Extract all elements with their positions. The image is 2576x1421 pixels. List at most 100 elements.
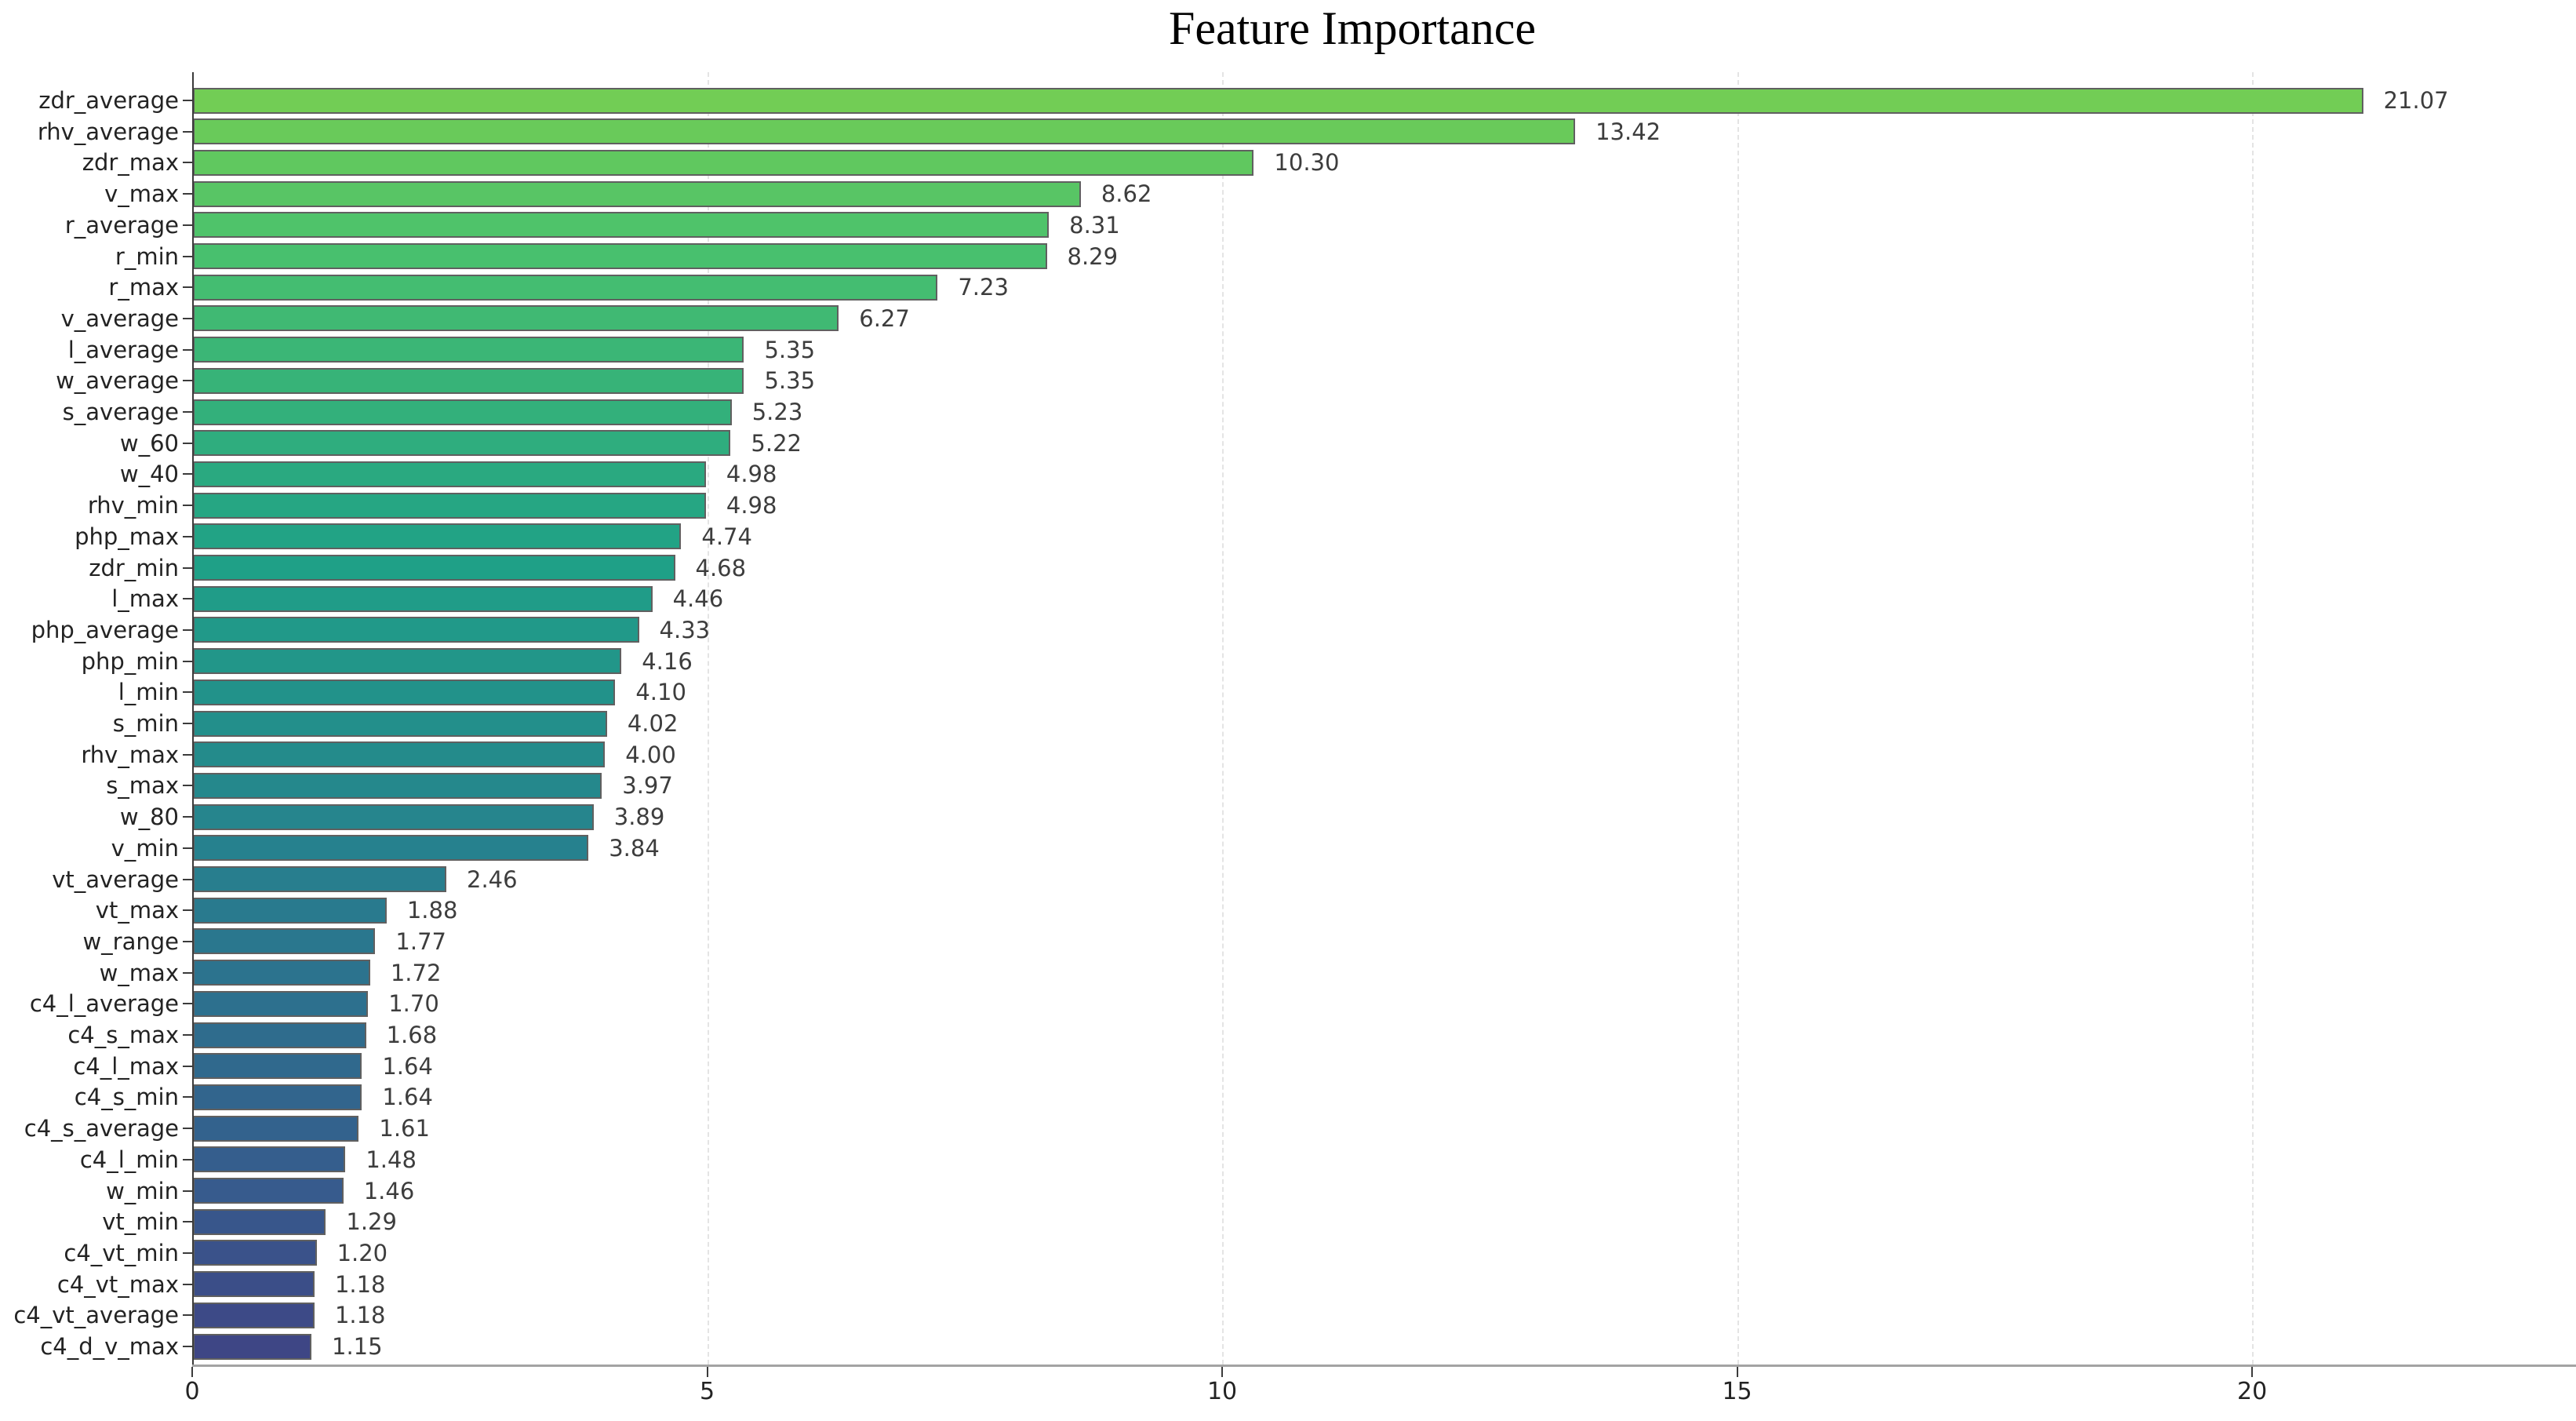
bar-value-label: 2.46 (467, 865, 518, 893)
y-tick-label: vt_min (102, 1208, 179, 1236)
bar-value-label: 8.62 (1101, 180, 1152, 208)
y-tick-label: c4_s_average (24, 1115, 179, 1142)
y-tick-mark (183, 785, 192, 787)
x-tick-label: 0 (184, 1378, 200, 1405)
gridline (2252, 72, 2254, 1365)
y-tick-mark (183, 1096, 192, 1099)
y-tick-label: c4_s_min (74, 1084, 179, 1111)
y-tick-label: w_60 (119, 429, 179, 457)
y-tick-label: rhv_average (37, 118, 179, 145)
y-tick-label: php_max (75, 523, 179, 550)
y-tick-label: php_average (31, 616, 179, 643)
bar (193, 87, 2363, 114)
y-tick-mark (183, 535, 192, 537)
bar-value-label: 1.72 (390, 959, 442, 986)
y-tick-mark (183, 317, 192, 319)
y-tick-mark (183, 224, 192, 226)
y-tick-label: w_average (56, 367, 179, 395)
bar (193, 928, 376, 955)
bar (193, 1178, 344, 1204)
bar-value-label: 4.00 (625, 741, 676, 768)
bar-value-label: 5.23 (751, 399, 803, 425)
bar (193, 274, 938, 301)
y-tick-mark (183, 411, 192, 413)
y-tick-mark (183, 1346, 192, 1347)
bar-value-label: 4.33 (659, 616, 711, 643)
y-tick-mark (183, 878, 192, 880)
bar (193, 897, 387, 924)
y-tick-mark (183, 162, 192, 164)
y-tick-label: c4_s_max (67, 1022, 179, 1048)
x-tick-label: 5 (699, 1378, 715, 1405)
y-tick-mark (183, 753, 192, 756)
x-tick-label: 10 (1206, 1378, 1238, 1405)
gridline (1222, 72, 1224, 1365)
bar (193, 1302, 315, 1328)
y-tick-mark (183, 629, 192, 631)
bar-value-label: 3.84 (609, 834, 660, 862)
bar (193, 149, 1254, 176)
y-tick-label: w_80 (119, 803, 179, 831)
bar (193, 1271, 315, 1298)
bar-value-label: 13.42 (1595, 118, 1661, 145)
bar-value-label: 4.02 (627, 710, 679, 737)
bar-value-label: 1.64 (382, 1052, 433, 1080)
bar-value-label: 4.46 (672, 585, 724, 613)
y-tick-mark (183, 598, 192, 600)
y-tick-mark (183, 442, 192, 444)
bar-value-label: 1.20 (337, 1239, 388, 1266)
y-tick-mark (183, 816, 192, 818)
y-axis-line (192, 72, 194, 1365)
bar-value-label: 4.74 (701, 523, 752, 550)
bar (193, 585, 653, 612)
y-tick-mark (183, 909, 192, 912)
bar-value-label: 1.70 (388, 990, 439, 1018)
bar (193, 1022, 366, 1048)
y-tick-mark (183, 286, 192, 289)
bar (193, 1053, 362, 1080)
y-tick-label: c4_l_min (79, 1146, 179, 1173)
y-tick-label: w_40 (119, 461, 179, 488)
y-tick-label: r_max (108, 274, 179, 301)
bar-value-label: 4.98 (726, 461, 777, 488)
bar-value-label: 1.46 (363, 1177, 415, 1204)
y-tick-label: zdr_average (38, 87, 179, 114)
y-tick-label: w_min (106, 1177, 179, 1204)
y-tick-mark (183, 1158, 192, 1160)
bar (193, 1208, 326, 1235)
bar (193, 710, 607, 737)
bar-value-label: 1.15 (332, 1333, 383, 1360)
y-tick-mark (183, 1065, 192, 1067)
bar-value-label: 1.48 (366, 1146, 417, 1173)
y-tick-mark (183, 1034, 192, 1036)
bar (193, 399, 732, 425)
y-tick-label: c4_vt_average (13, 1302, 179, 1329)
y-tick-label: c4_vt_min (64, 1239, 179, 1266)
bar (193, 617, 639, 643)
bar (193, 648, 622, 675)
y-tick-label: w_max (99, 959, 179, 986)
bar (193, 243, 1047, 269)
bar (193, 212, 1050, 239)
y-tick-mark (183, 348, 192, 351)
y-tick-mark (183, 1283, 192, 1285)
bar (193, 305, 839, 332)
y-tick-label: zdr_min (89, 554, 179, 581)
bar-value-label: 5.35 (764, 336, 816, 363)
bar (193, 337, 744, 363)
bar (193, 990, 369, 1017)
bar (193, 835, 589, 862)
y-tick-label: w_range (82, 927, 179, 955)
y-tick-label: rhv_min (87, 492, 179, 519)
bar-value-label: 6.27 (859, 304, 910, 332)
gridline (707, 72, 709, 1365)
y-tick-label: s_min (112, 710, 179, 737)
bar (193, 555, 675, 581)
y-tick-label: v_average (60, 304, 179, 332)
bar-value-label: 7.23 (958, 274, 1009, 301)
x-tick-mark (191, 1367, 193, 1377)
y-tick-label: r_min (115, 242, 179, 270)
y-tick-mark (183, 847, 192, 849)
bar-value-label: 4.68 (695, 554, 747, 581)
